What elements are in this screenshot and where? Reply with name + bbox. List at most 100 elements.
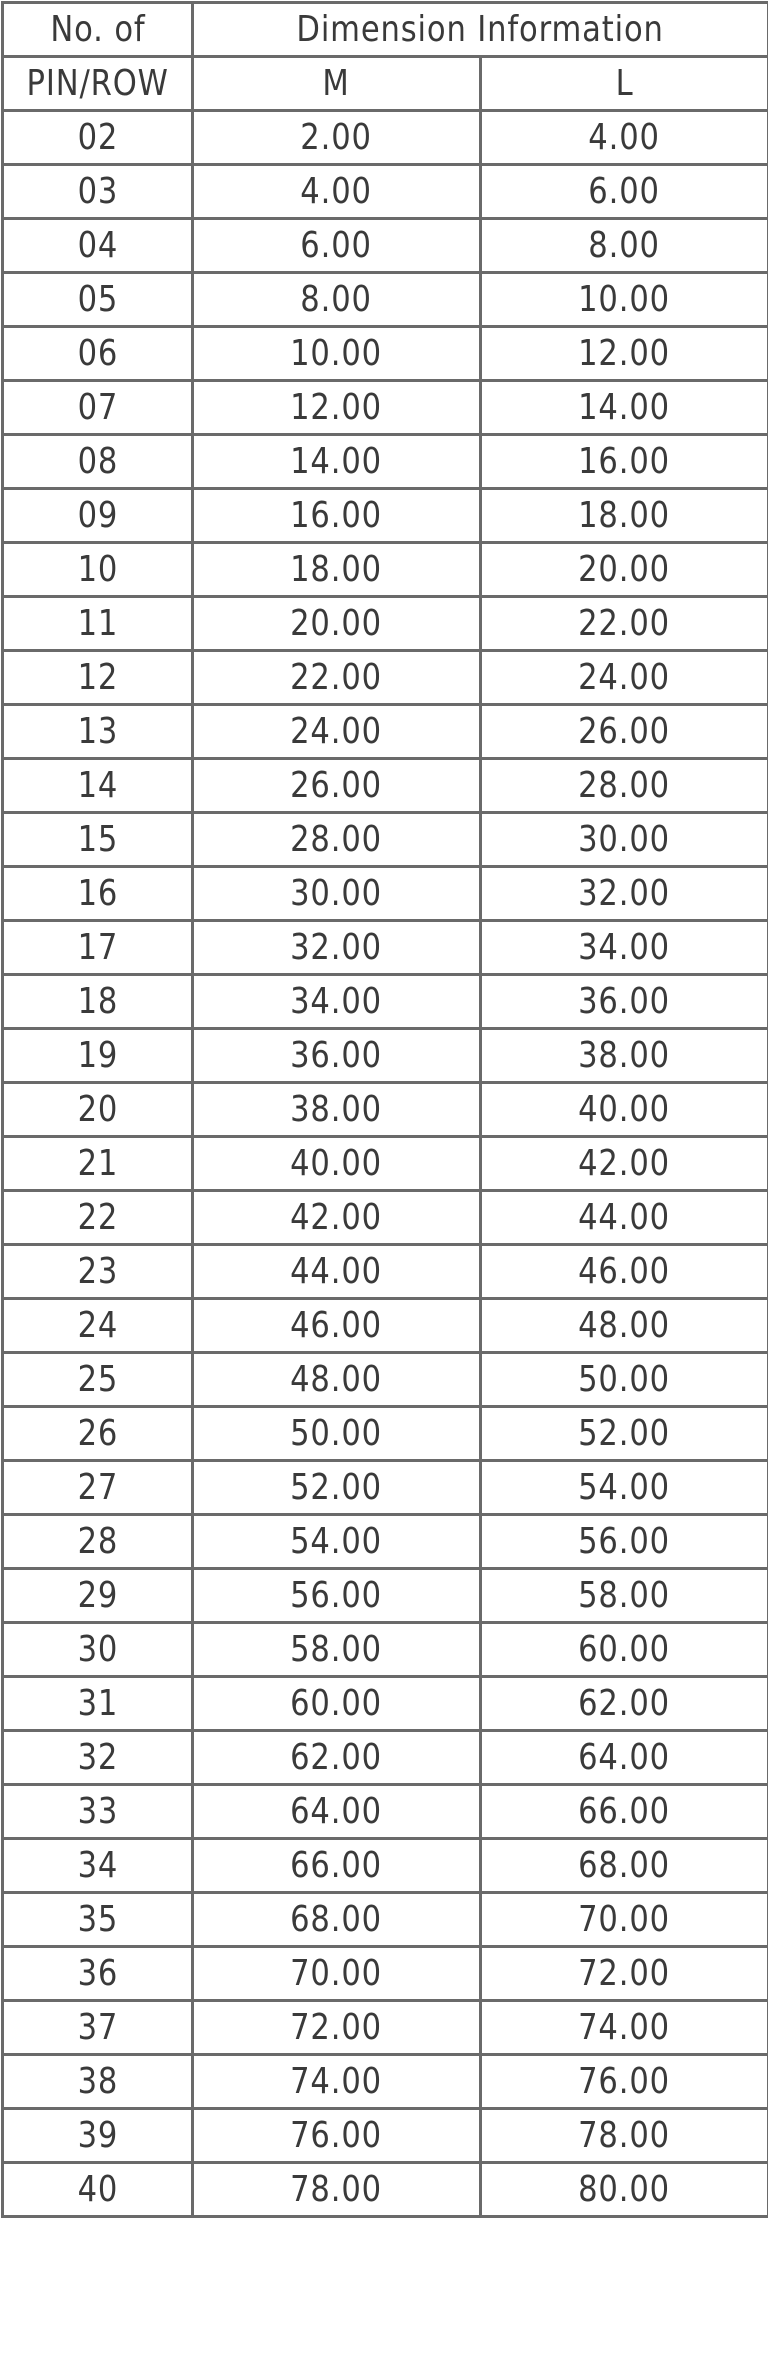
cell-m: 16.00	[193, 489, 481, 543]
cell-l: 66.00	[481, 1785, 768, 1839]
cell-l: 80.00	[481, 2163, 768, 2217]
cell-m: 20.00	[193, 597, 481, 651]
cell-pin-count: 30	[3, 1623, 193, 1677]
cell-pin-count: 16	[3, 867, 193, 921]
cell-l: 64.00	[481, 1731, 768, 1785]
cell-m: 42.00	[193, 1191, 481, 1245]
cell-m: 36.00	[193, 1029, 481, 1083]
cell-pin-count: 33	[3, 1785, 193, 1839]
cell-pin-count: 02	[3, 111, 193, 165]
header-pin-line1: No. of	[3, 3, 193, 57]
cell-pin-count: 25	[3, 1353, 193, 1407]
dimension-table: No. of Dimension Information PIN/ROW M L…	[1, 1, 768, 2218]
cell-m: 66.00	[193, 1839, 481, 1893]
cell-pin-count: 26	[3, 1407, 193, 1461]
cell-pin-count: 12	[3, 651, 193, 705]
cell-m: 34.00	[193, 975, 481, 1029]
cell-pin-count: 36	[3, 1947, 193, 2001]
cell-l: 30.00	[481, 813, 768, 867]
cell-m: 14.00	[193, 435, 481, 489]
cell-l: 54.00	[481, 1461, 768, 1515]
cell-l: 26.00	[481, 705, 768, 759]
cell-l: 34.00	[481, 921, 768, 975]
cell-m: 72.00	[193, 2001, 481, 2055]
cell-l: 20.00	[481, 543, 768, 597]
cell-m: 54.00	[193, 1515, 481, 1569]
cell-m: 8.00	[193, 273, 481, 327]
cell-l: 18.00	[481, 489, 768, 543]
cell-pin-count: 06	[3, 327, 193, 381]
cell-l: 46.00	[481, 1245, 768, 1299]
cell-l: 78.00	[481, 2109, 768, 2163]
cell-pin-count: 03	[3, 165, 193, 219]
cell-l: 40.00	[481, 1083, 768, 1137]
cell-m: 46.00	[193, 1299, 481, 1353]
cell-pin-count: 31	[3, 1677, 193, 1731]
header-pin-line2: PIN/ROW	[3, 57, 193, 111]
cell-pin-count: 07	[3, 381, 193, 435]
cell-pin-count: 17	[3, 921, 193, 975]
cell-l: 24.00	[481, 651, 768, 705]
cell-m: 38.00	[193, 1083, 481, 1137]
cell-l: 68.00	[481, 1839, 768, 1893]
cell-pin-count: 37	[3, 2001, 193, 2055]
cell-l: 4.00	[481, 111, 768, 165]
cell-m: 44.00	[193, 1245, 481, 1299]
cell-pin-count: 34	[3, 1839, 193, 1893]
cell-m: 58.00	[193, 1623, 481, 1677]
cell-m: 76.00	[193, 2109, 481, 2163]
cell-pin-count: 40	[3, 2163, 193, 2217]
cell-m: 30.00	[193, 867, 481, 921]
cell-l: 32.00	[481, 867, 768, 921]
cell-l: 6.00	[481, 165, 768, 219]
cell-pin-count: 35	[3, 1893, 193, 1947]
cell-pin-count: 15	[3, 813, 193, 867]
cell-m: 22.00	[193, 651, 481, 705]
cell-pin-count: 28	[3, 1515, 193, 1569]
cell-l: 36.00	[481, 975, 768, 1029]
cell-l: 74.00	[481, 2001, 768, 2055]
cell-m: 2.00	[193, 111, 481, 165]
cell-m: 4.00	[193, 165, 481, 219]
cell-l: 76.00	[481, 2055, 768, 2109]
cell-m: 12.00	[193, 381, 481, 435]
cell-l: 52.00	[481, 1407, 768, 1461]
header-l: L	[481, 57, 768, 111]
cell-pin-count: 05	[3, 273, 193, 327]
cell-pin-count: 13	[3, 705, 193, 759]
cell-l: 16.00	[481, 435, 768, 489]
cell-pin-count: 38	[3, 2055, 193, 2109]
cell-m: 28.00	[193, 813, 481, 867]
cell-l: 60.00	[481, 1623, 768, 1677]
cell-pin-count: 08	[3, 435, 193, 489]
cell-l: 22.00	[481, 597, 768, 651]
